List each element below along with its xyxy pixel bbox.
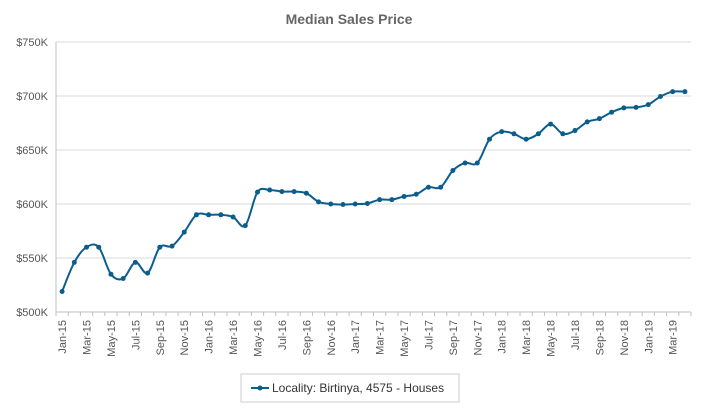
data-point[interactable] [340, 202, 346, 208]
y-axis-ticks: $500K $550K $600K $650K $700K $750K [16, 37, 48, 319]
y-tick-label: $600K [16, 199, 48, 211]
data-point[interactable] [316, 199, 322, 205]
x-tick-label: Mar-15 [82, 320, 94, 355]
x-tick-label: May-17 [399, 320, 411, 357]
x-tick-label: Jan-15 [57, 320, 69, 354]
data-point[interactable] [389, 197, 395, 203]
y-tick-label: $500K [16, 307, 48, 319]
legend-label: Locality: Birtinya, 4575 - Houses [272, 381, 444, 395]
x-tick-label: May-16 [252, 320, 264, 357]
x-tick-label: Sep-18 [594, 320, 606, 355]
series-line [61, 90, 685, 292]
data-point[interactable] [682, 89, 688, 95]
data-point[interactable] [425, 184, 431, 190]
data-point[interactable] [474, 160, 480, 166]
x-tick-label: Nov-18 [619, 320, 631, 355]
data-point[interactable] [169, 243, 175, 249]
x-tick-label: May-15 [106, 320, 118, 357]
data-point[interactable] [401, 193, 407, 199]
data-point[interactable] [267, 187, 273, 193]
data-point[interactable] [157, 244, 163, 250]
x-axis-ticks: Jan-15 Mar-15 May-15 Jul-15 Sep-15 Nov-15 Jan-… [55, 312, 692, 357]
x-tick-label: Nov-15 [179, 320, 191, 355]
x-tick-label: Nov-17 [472, 320, 484, 355]
data-point[interactable] [487, 136, 493, 142]
data-point[interactable] [572, 128, 578, 134]
axes [55, 42, 691, 313]
data-point[interactable] [462, 160, 468, 166]
x-tick-label: Nov-16 [326, 320, 338, 355]
y-tick-label: $750K [16, 37, 48, 49]
data-point[interactable] [71, 259, 77, 265]
data-point[interactable] [120, 276, 126, 282]
data-point[interactable] [84, 244, 90, 250]
data-point[interactable] [596, 116, 602, 122]
data-point[interactable] [499, 129, 505, 135]
series-points [59, 89, 688, 294]
data-point[interactable] [621, 105, 627, 111]
x-tick-label: Jul-17 [423, 320, 435, 350]
data-point[interactable] [96, 244, 102, 250]
y-tick-label: $700K [16, 91, 48, 103]
gridlines [56, 41, 691, 313]
data-point[interactable] [523, 136, 529, 142]
data-point[interactable] [230, 214, 236, 220]
x-tick-label: Sep-15 [155, 320, 167, 355]
data-point[interactable] [633, 104, 639, 110]
x-tick-label: Jul-16 [277, 320, 289, 350]
data-point[interactable] [181, 229, 187, 235]
data-point[interactable] [560, 131, 566, 137]
x-tick-label: Sep-17 [448, 320, 460, 355]
data-point[interactable] [511, 131, 517, 137]
data-point[interactable] [352, 201, 358, 207]
data-point[interactable] [291, 189, 297, 195]
series-line-path [61, 90, 685, 292]
x-tick-label: May-18 [546, 320, 558, 357]
x-tick-label: Jan-17 [350, 320, 362, 354]
data-point[interactable] [59, 288, 65, 294]
data-point[interactable] [328, 201, 334, 207]
x-tick-label: Mar-19 [668, 320, 680, 355]
data-point[interactable] [279, 189, 285, 195]
data-point[interactable] [548, 121, 554, 127]
data-point[interactable] [218, 212, 224, 218]
data-point[interactable] [413, 191, 419, 197]
x-tick-label: Jan-19 [643, 320, 655, 354]
legend[interactable]: Locality: Birtinya, 4575 - Houses [240, 373, 460, 403]
data-point[interactable] [206, 212, 212, 218]
data-point[interactable] [438, 184, 444, 190]
x-tick-label: Jul-15 [130, 320, 142, 350]
data-point[interactable] [364, 200, 370, 206]
data-point[interactable] [609, 109, 615, 115]
x-tick-label: Mar-18 [521, 320, 533, 355]
legend-marker [257, 385, 263, 391]
data-point[interactable] [132, 259, 138, 265]
x-tick-label: Sep-16 [301, 320, 313, 355]
legend-box [240, 373, 460, 403]
chart-title: Median Sales Price [286, 11, 413, 27]
x-tick-label: Jul-18 [570, 320, 582, 350]
y-tick-label: $550K [16, 253, 48, 265]
data-point[interactable] [645, 102, 651, 108]
y-tick-label: $650K [16, 145, 48, 157]
data-point[interactable] [377, 197, 383, 203]
data-point[interactable] [303, 190, 309, 196]
data-point[interactable] [108, 271, 114, 277]
x-tick-label: Mar-17 [375, 320, 387, 355]
x-tick-label: Jan-16 [204, 320, 216, 354]
data-point[interactable] [450, 168, 456, 174]
data-point[interactable] [242, 223, 248, 229]
data-point[interactable] [193, 212, 199, 218]
data-point[interactable] [657, 94, 663, 100]
data-point[interactable] [254, 189, 260, 195]
data-point[interactable] [145, 270, 151, 276]
data-point[interactable] [584, 119, 590, 125]
data-point[interactable] [535, 131, 541, 137]
x-tick-label: Jan-18 [497, 320, 509, 354]
data-point[interactable] [670, 89, 676, 95]
x-tick-label: Mar-16 [228, 320, 240, 355]
